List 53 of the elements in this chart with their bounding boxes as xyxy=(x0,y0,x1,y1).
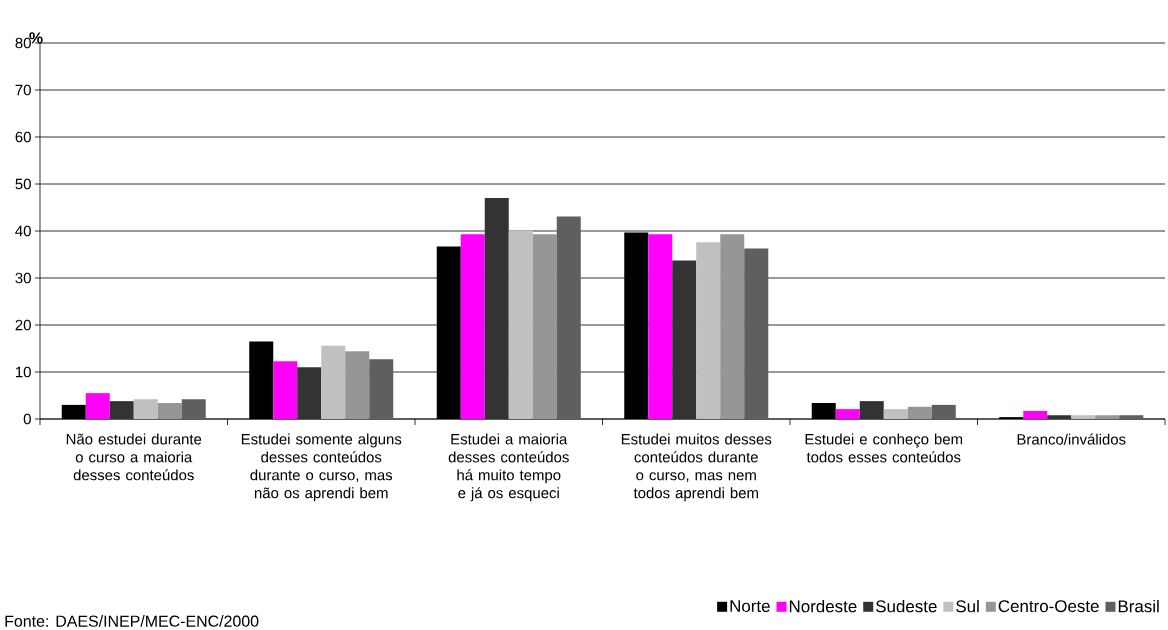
y-tick-label: 0 xyxy=(23,413,31,425)
bar xyxy=(1023,411,1048,419)
bar xyxy=(1071,415,1096,419)
y-tick-label: 30 xyxy=(15,272,31,284)
legend-label: Nordeste xyxy=(789,599,857,613)
bar xyxy=(273,361,298,419)
bar xyxy=(931,404,956,419)
bar xyxy=(460,234,485,419)
bar xyxy=(744,248,769,419)
x-tick-label: Estudei muitos desses conteúdos durante o curso, mas nem todos aprendi bem xyxy=(621,433,772,502)
x-tick-label: Não estudei durante o curso a maioria desses conteúdos xyxy=(66,433,202,481)
legend-label: Centro-Oeste xyxy=(998,600,1099,613)
bar xyxy=(133,399,158,419)
y-tick-label: 60 xyxy=(15,131,31,143)
bar xyxy=(345,351,370,419)
bar xyxy=(907,406,932,419)
legend-label: Sudeste xyxy=(876,599,937,613)
y-tick-label: 20 xyxy=(15,319,31,331)
bar xyxy=(532,234,557,419)
x-tick-label: Branco/inválidos xyxy=(1017,433,1126,445)
bar xyxy=(1119,415,1144,419)
bar xyxy=(1095,415,1120,419)
bar xyxy=(109,401,134,419)
x-tick-label: Estudei somente alguns desses conteúdos durante o curso, mas não os aprendi bem xyxy=(241,433,402,502)
bar xyxy=(859,401,884,419)
y-tick-label: 80 xyxy=(15,37,31,49)
bar xyxy=(835,409,860,419)
bar xyxy=(321,345,346,419)
bar xyxy=(297,367,322,419)
bar xyxy=(648,234,673,419)
bar xyxy=(484,198,509,419)
y-tick-label: 40 xyxy=(15,225,31,237)
bar xyxy=(672,260,697,419)
bar xyxy=(157,403,182,419)
x-tick-label: Estudei a maioria desses conteúdos há muito tempo e já os esqueci xyxy=(448,433,569,502)
bar xyxy=(883,409,908,419)
y-tick-label: 50 xyxy=(15,178,31,190)
bar xyxy=(508,230,533,419)
legend-label: Brasil xyxy=(1118,599,1159,613)
bar xyxy=(696,242,721,419)
bar xyxy=(181,399,206,419)
legend-label: Sul xyxy=(956,599,979,613)
bar xyxy=(720,234,745,419)
y-tick-label: 70 xyxy=(15,84,31,96)
bar xyxy=(1047,415,1072,419)
source-note: Fonte: DAES/INEP/MEC-ENC/2000 xyxy=(5,615,259,627)
bar xyxy=(369,359,394,419)
bar xyxy=(556,216,581,419)
y-axis-title: % xyxy=(29,32,43,44)
legend-label: Norte xyxy=(730,600,770,613)
bar xyxy=(85,393,110,419)
y-tick-label: 10 xyxy=(16,366,31,378)
x-tick-label: Estudei e conheço bem todos esses conteúdos xyxy=(805,433,963,463)
